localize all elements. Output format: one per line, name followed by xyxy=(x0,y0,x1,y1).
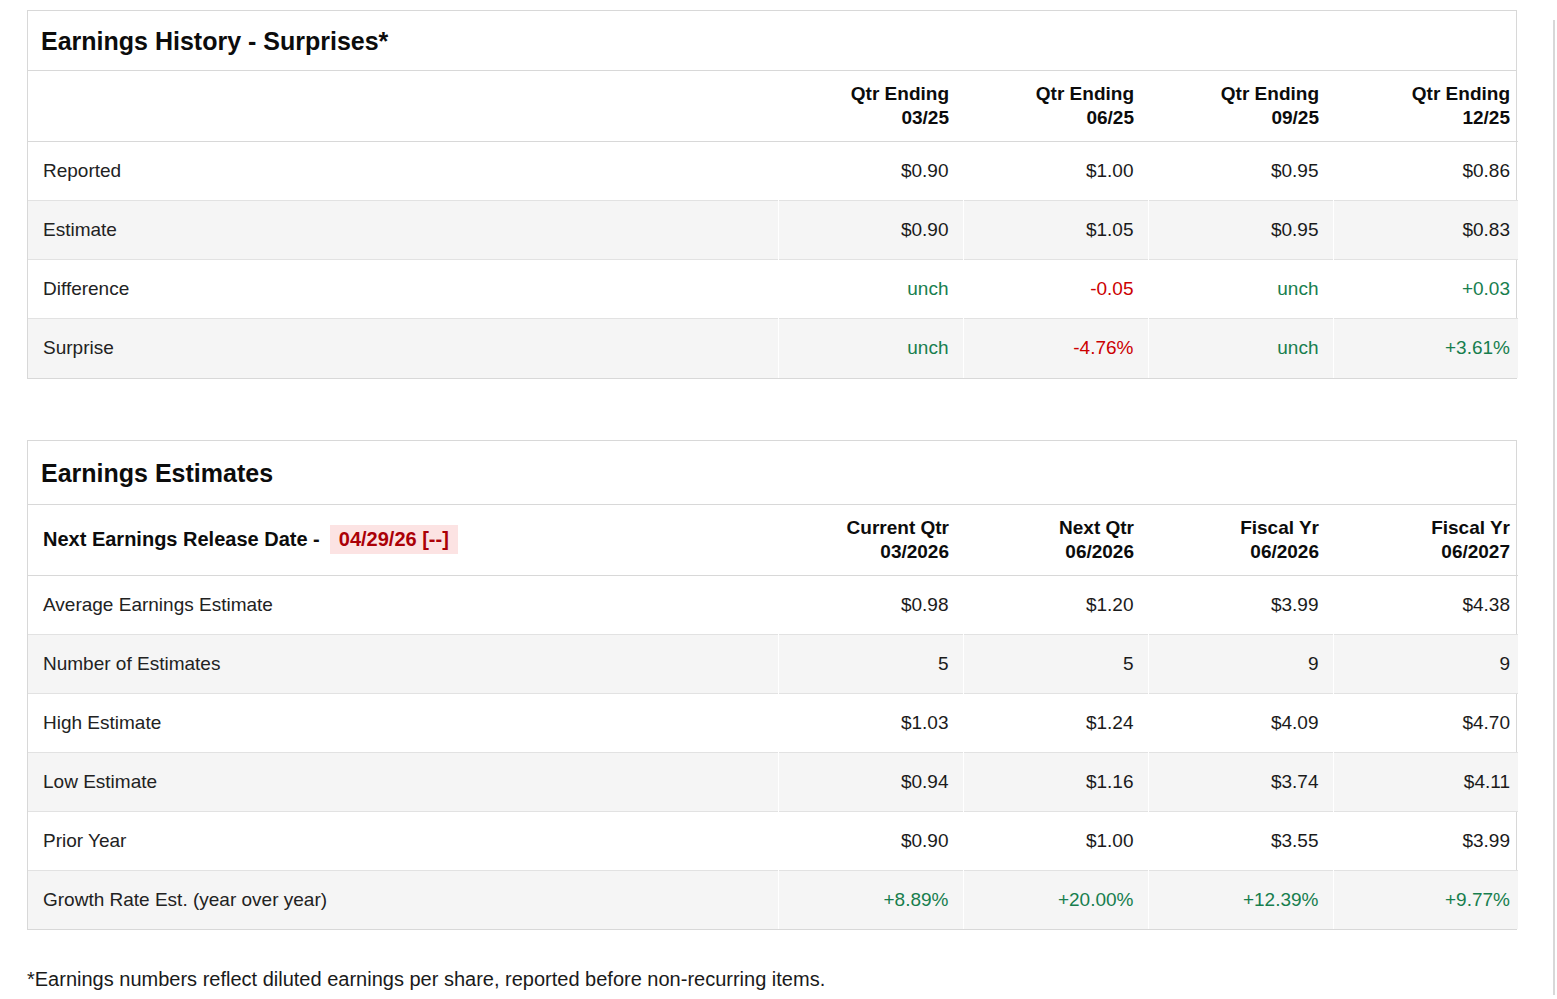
table-row: Prior Year$0.90$1.00$3.55$3.99 xyxy=(28,811,1518,870)
cell-value: unch xyxy=(778,260,963,319)
column-header-q3: Qtr Ending 09/25 xyxy=(1148,71,1333,142)
column-header-line2: 03/2026 xyxy=(792,540,949,564)
table-row: Surpriseunch-4.76%unch+3.61% xyxy=(28,319,1518,378)
cell-value: $4.70 xyxy=(1333,693,1518,752)
cell-value: unch xyxy=(1148,260,1333,319)
row-label: Surprise xyxy=(28,319,778,378)
cell-value: +0.03 xyxy=(1333,260,1518,319)
column-header-line2: 12/25 xyxy=(1347,106,1510,130)
row-label: Low Estimate xyxy=(28,752,778,811)
cell-value: -4.76% xyxy=(963,319,1148,378)
table-row: Average Earnings Estimate$0.98$1.20$3.99… xyxy=(28,575,1518,634)
table-row: Low Estimate$0.94$1.16$3.74$4.11 xyxy=(28,752,1518,811)
column-header-row: Next Earnings Release Date - 04/29/26 [--… xyxy=(28,505,1518,576)
cell-value: $0.83 xyxy=(1333,201,1518,260)
cell-value: 5 xyxy=(778,634,963,693)
earnings-estimates-table: Next Earnings Release Date - 04/29/26 [--… xyxy=(28,505,1518,930)
cell-value: -0.05 xyxy=(963,260,1148,319)
row-label: Number of Estimates xyxy=(28,634,778,693)
column-header-line2: 06/2026 xyxy=(1162,540,1319,564)
cell-value: $1.24 xyxy=(963,693,1148,752)
column-header-q4: Qtr Ending 12/25 xyxy=(1333,71,1518,142)
table-row: Reported$0.90$1.00$0.95$0.86 xyxy=(28,142,1518,201)
cell-value: $0.95 xyxy=(1148,201,1333,260)
column-header-next-qtr: Next Qtr 06/2026 xyxy=(963,505,1148,576)
row-label: High Estimate xyxy=(28,693,778,752)
earnings-history-table: Qtr Ending 03/25 Qtr Ending 06/25 Qtr En… xyxy=(28,71,1518,378)
column-header-line2: 06/25 xyxy=(977,106,1134,130)
column-header-line2: 06/2027 xyxy=(1347,540,1510,564)
table-row: Estimate$0.90$1.05$0.95$0.83 xyxy=(28,201,1518,260)
column-header-line1: Qtr Ending xyxy=(977,82,1134,106)
cell-value: unch xyxy=(778,319,963,378)
cell-value: $0.95 xyxy=(1148,142,1333,201)
earnings-history-card: Earnings History - Surprises* Qtr Ending… xyxy=(27,10,1517,379)
cell-value: +9.77% xyxy=(1333,870,1518,929)
header-spacer xyxy=(28,71,778,142)
column-header-line1: Current Qtr xyxy=(792,516,949,540)
column-header-fiscal-yr-2: Fiscal Yr 06/2027 xyxy=(1333,505,1518,576)
column-header-line1: Fiscal Yr xyxy=(1347,516,1510,540)
cell-value: $0.86 xyxy=(1333,142,1518,201)
cell-value: +8.89% xyxy=(778,870,963,929)
cell-value: $0.90 xyxy=(778,811,963,870)
cell-value: unch xyxy=(1148,319,1333,378)
page: Earnings History - Surprises* Qtr Ending… xyxy=(27,10,1517,999)
column-header-line1: Fiscal Yr xyxy=(1162,516,1319,540)
column-header-line1: Qtr Ending xyxy=(1347,82,1510,106)
cell-value: $3.99 xyxy=(1333,811,1518,870)
cell-value: $1.00 xyxy=(963,811,1148,870)
cell-value: 9 xyxy=(1333,634,1518,693)
column-header-fiscal-yr-1: Fiscal Yr 06/2026 xyxy=(1148,505,1333,576)
cell-value: $1.16 xyxy=(963,752,1148,811)
cell-value: $3.55 xyxy=(1148,811,1333,870)
cell-value: $4.38 xyxy=(1333,575,1518,634)
table-row: Differenceunch-0.05unch+0.03 xyxy=(28,260,1518,319)
release-date-label: Next Earnings Release Date - xyxy=(43,528,320,550)
column-header-line2: 09/25 xyxy=(1162,106,1319,130)
table-row: Growth Rate Est. (year over year)+8.89%+… xyxy=(28,870,1518,929)
cell-value: $4.11 xyxy=(1333,752,1518,811)
cell-value: $4.09 xyxy=(1148,693,1333,752)
column-header-line2: 06/2026 xyxy=(977,540,1134,564)
cell-value: $1.03 xyxy=(778,693,963,752)
next-earnings-release: Next Earnings Release Date - 04/29/26 [--… xyxy=(28,505,778,576)
cell-value: 9 xyxy=(1148,634,1333,693)
column-header-row: Qtr Ending 03/25 Qtr Ending 06/25 Qtr En… xyxy=(28,71,1518,142)
footnote: *Earnings numbers reflect diluted earnin… xyxy=(27,966,1517,993)
column-header-line1: Next Qtr xyxy=(977,516,1134,540)
cell-value: +20.00% xyxy=(963,870,1148,929)
cell-value: $3.99 xyxy=(1148,575,1333,634)
column-header-q2: Qtr Ending 06/25 xyxy=(963,71,1148,142)
row-label: Difference xyxy=(28,260,778,319)
cell-value: $3.74 xyxy=(1148,752,1333,811)
column-header-line2: 03/25 xyxy=(792,106,949,130)
cell-value: +12.39% xyxy=(1148,870,1333,929)
cell-value: +3.61% xyxy=(1333,319,1518,378)
cell-value: $1.00 xyxy=(963,142,1148,201)
cell-value: $1.05 xyxy=(963,201,1148,260)
earnings-estimates-title: Earnings Estimates xyxy=(28,441,1516,505)
column-header-line1: Qtr Ending xyxy=(792,82,949,106)
cell-value: $0.90 xyxy=(778,201,963,260)
earnings-history-title: Earnings History - Surprises* xyxy=(28,11,1516,71)
table-row: Number of Estimates5599 xyxy=(28,634,1518,693)
cell-value: $0.94 xyxy=(778,752,963,811)
scrollbar-track[interactable] xyxy=(1553,20,1555,995)
row-label: Growth Rate Est. (year over year) xyxy=(28,870,778,929)
cell-value: $0.90 xyxy=(778,142,963,201)
release-date-value: 04/29/26 [--] xyxy=(330,525,458,554)
column-header-line1: Qtr Ending xyxy=(1162,82,1319,106)
column-header-current-qtr: Current Qtr 03/2026 xyxy=(778,505,963,576)
table-row: High Estimate$1.03$1.24$4.09$4.70 xyxy=(28,693,1518,752)
earnings-estimates-card: Earnings Estimates Next Earnings Release… xyxy=(27,440,1517,931)
cell-value: $0.98 xyxy=(778,575,963,634)
cell-value: $1.20 xyxy=(963,575,1148,634)
cell-value: 5 xyxy=(963,634,1148,693)
column-header-q1: Qtr Ending 03/25 xyxy=(778,71,963,142)
row-label: Average Earnings Estimate xyxy=(28,575,778,634)
row-label: Prior Year xyxy=(28,811,778,870)
row-label: Estimate xyxy=(28,201,778,260)
row-label: Reported xyxy=(28,142,778,201)
